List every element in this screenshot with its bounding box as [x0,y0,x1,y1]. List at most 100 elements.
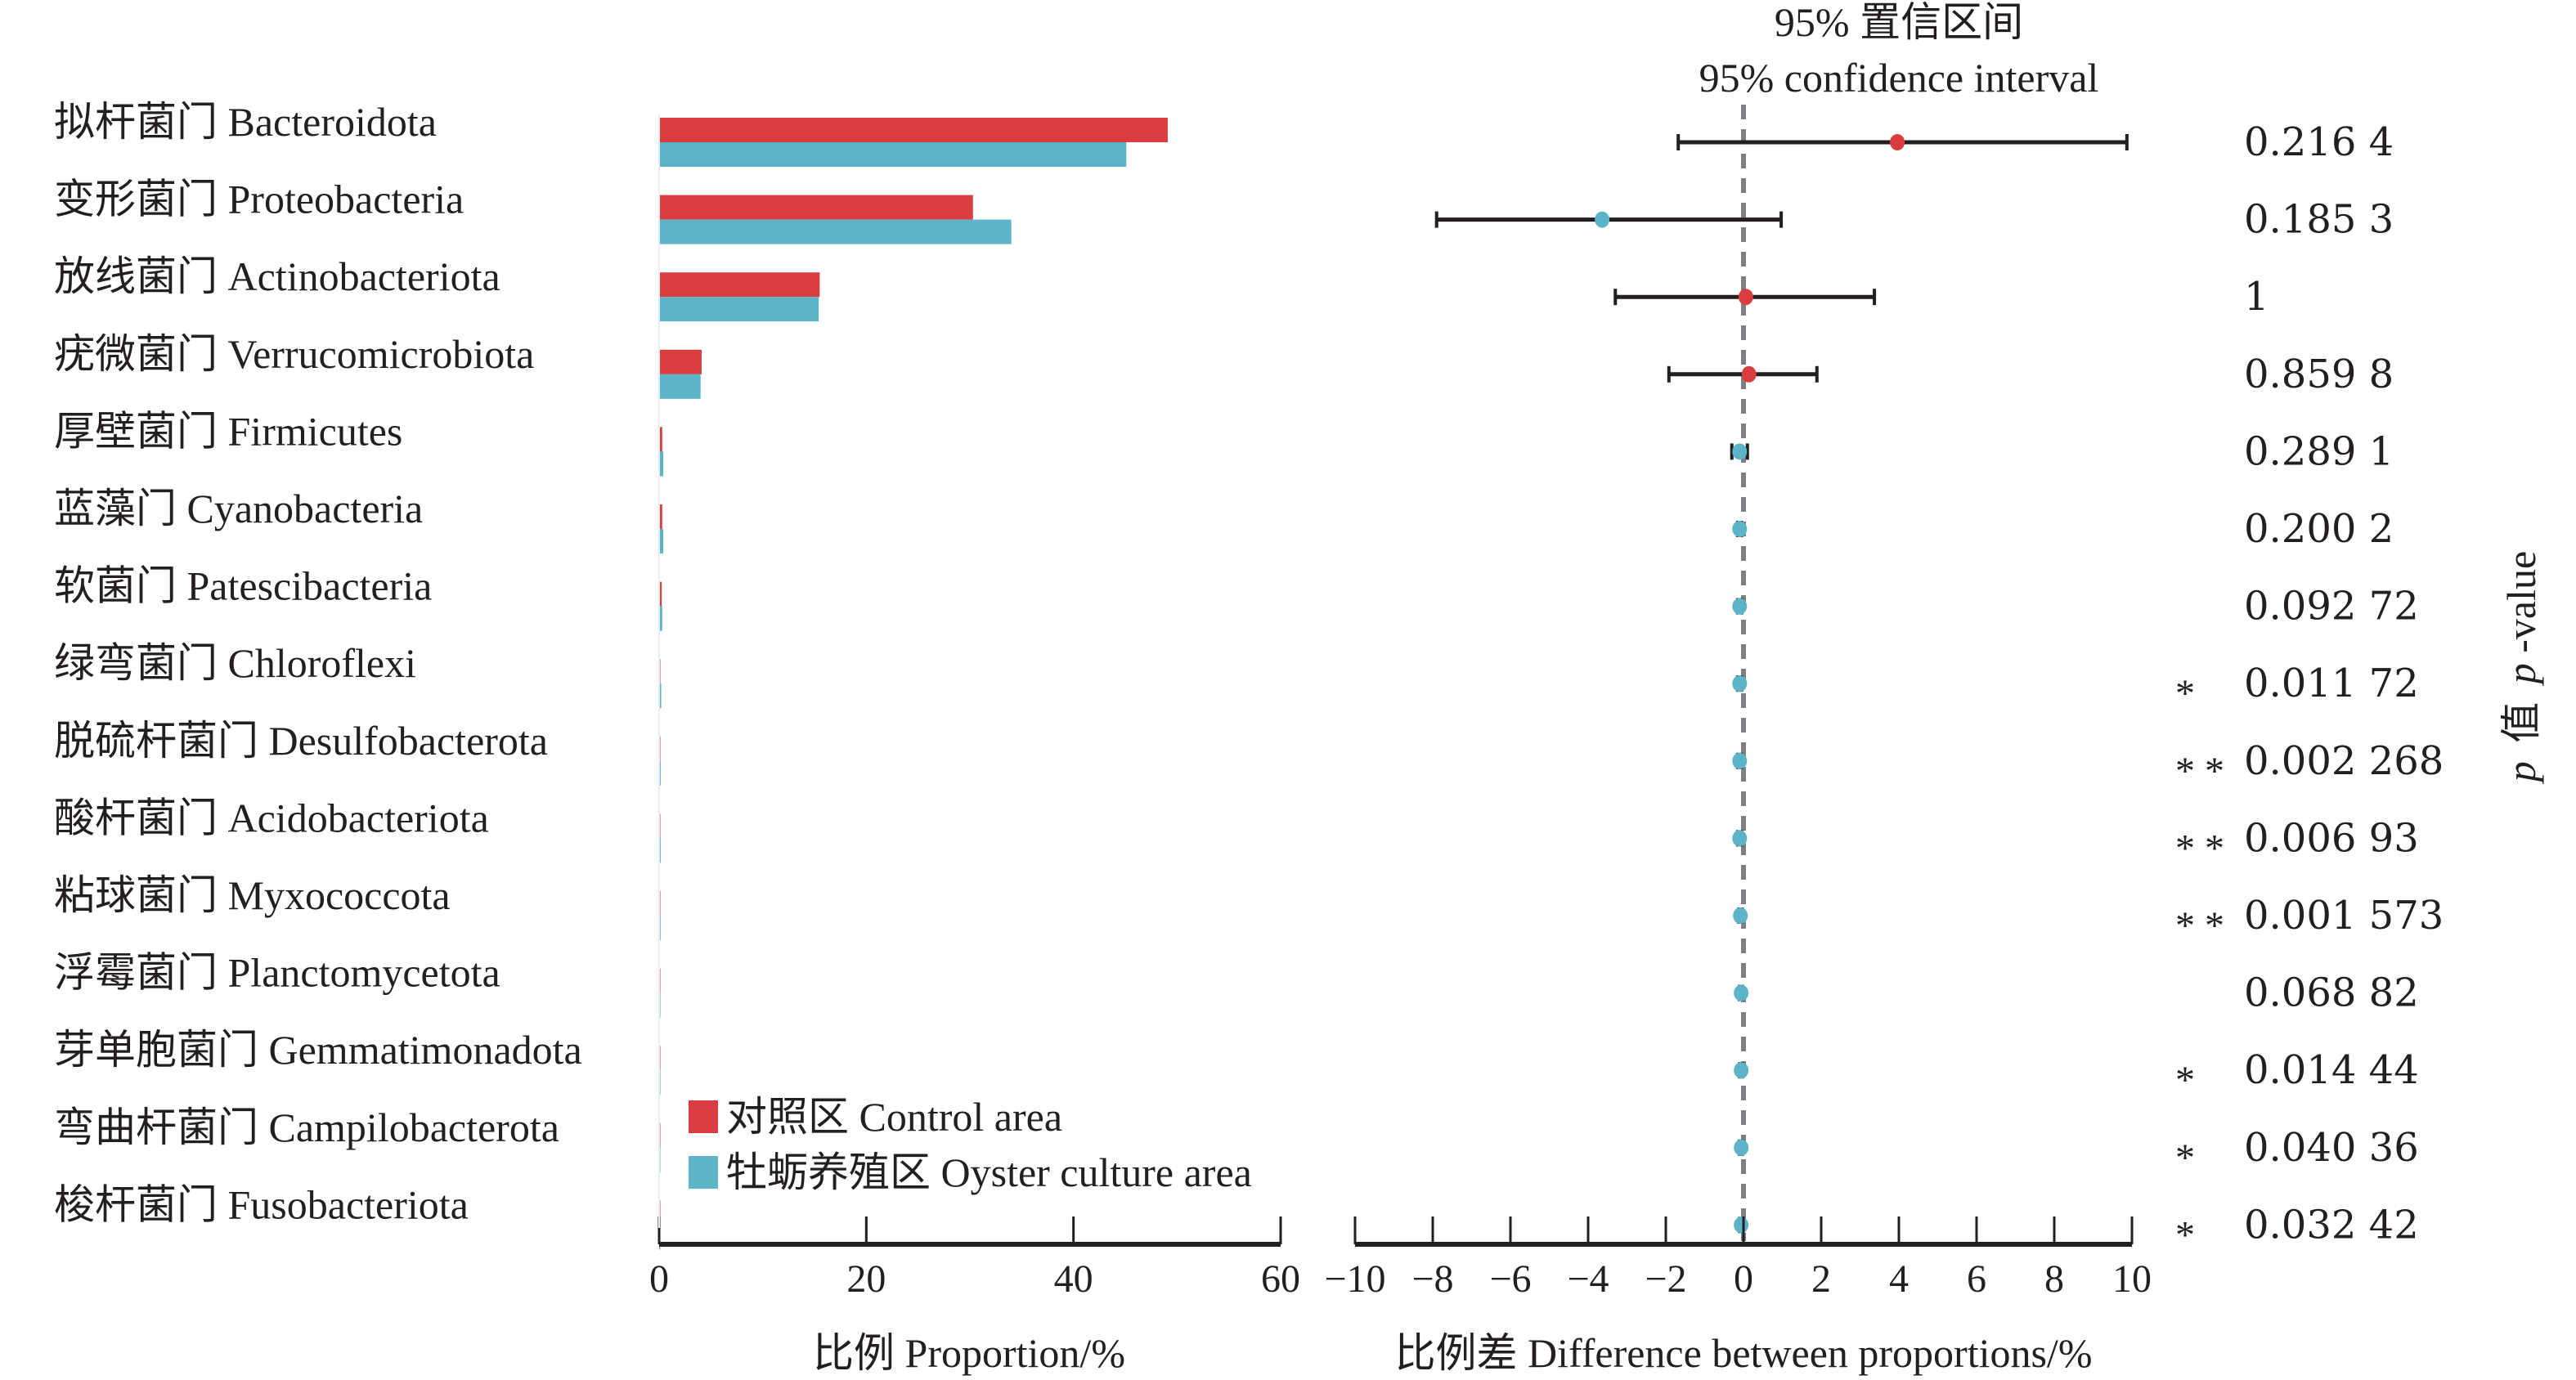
proportion-tick-label: 60 [1261,1257,1300,1301]
diff-point [1734,984,1749,1001]
p-value: 0.092 72 [2244,584,2419,630]
difference-tick-label: −10 [1324,1257,1385,1301]
diff-point [1890,134,1905,150]
proportion-bars [659,118,1168,1250]
p-value: 0.011 72 [2244,661,2419,706]
bar-oyster [659,606,662,631]
significance-marker: * [2175,672,2195,715]
category-label: 蓝藻门 Cyanobacteria [54,486,423,531]
diff-point [1732,443,1748,460]
category-labels: 拟杆菌门 Bacteroidota 变形菌门 Proteobacteria 放线菌门… [54,99,582,1227]
category-label: 绿弯菌门 Chloroflexi [54,640,416,686]
legend-swatch-oyster [689,1156,718,1189]
diff-point [1732,521,1748,537]
difference-axis: −10 −8 −6 −4 −2 0 2 4 6 8 10 [1324,1216,2152,1301]
difference-tick-label: 8 [2044,1257,2064,1301]
proportion-axis: 0 20 40 60 [649,114,1300,1301]
confidence-intervals [1434,134,2129,1234]
difference-tick-label: 6 [1967,1257,1986,1301]
diff-point [1732,752,1748,769]
p-value: 1 [2244,274,2269,320]
bar-control [659,195,973,220]
diff-point [1733,907,1748,924]
p-value: 0.200 2 [2244,506,2394,552]
significance-marker: * * [2175,750,2224,793]
category-label: 脱硫杆菌门 Desulfobacterota [54,718,548,764]
difference-axis-title: 比例差 Difference between proportions/% [1395,1330,2093,1376]
bar-oyster [659,142,1127,167]
legend: 对照区 Control area 牡蛎养殖区 Oyster culture ar… [689,1094,1252,1195]
p-value: 0.006 93 [2244,815,2419,861]
ci-title-en: 95% confidence interval [1699,55,2099,101]
proportion-tick-label: 40 [1054,1257,1093,1301]
diff-point [1734,1062,1749,1079]
bar-control [659,504,662,529]
bar-oyster [659,297,819,322]
bar-control [659,118,1168,142]
p-title-en: -value [2498,551,2544,653]
category-label: 拟杆菌门 Bacteroidota [54,99,437,145]
significance-marker: * [2175,1059,2195,1102]
diff-point [1732,598,1748,615]
diff-point [1734,1139,1749,1156]
diff-point [1738,289,1753,306]
p-value: 0.032 42 [2244,1202,2419,1248]
p-value-axis-title: p 值 p -value [2498,551,2544,784]
difference-tick-label: 0 [1734,1257,1753,1301]
category-label: 酸杆菌门 Acidobacteriota [54,795,489,840]
legend-label-control: 对照区 Control area [726,1094,1062,1140]
category-label: 软菌门 Patescibacteria [54,563,432,609]
proportion-tick-label: 20 [846,1257,886,1301]
p-value: 0.014 44 [2244,1047,2419,1093]
p-value: 0.185 3 [2244,197,2394,243]
proportion-axis-title: 比例 Proportion/% [813,1330,1125,1376]
category-label: 梭杆菌门 Fusobacteriota [54,1181,469,1227]
svg-text:p 值 p -value: p 值 p -value [2498,551,2544,784]
p-value: 0.289 1 [2244,428,2394,474]
bar-control [659,349,702,374]
p-title-cn: 值 [2498,702,2544,743]
difference-tick-label: −2 [1645,1257,1686,1301]
difference-tick-label: 10 [2112,1257,2152,1301]
category-label: 粘球菌门 Myxococcota [54,872,451,918]
difference-tick-label: −4 [1567,1257,1609,1301]
diff-point [1741,365,1757,383]
p-title-p2: p [2498,663,2544,686]
difference-tick-label: −8 [1411,1257,1453,1301]
legend-label-oyster: 牡蛎养殖区 Oyster culture area [726,1149,1252,1195]
bar-oyster [659,683,662,709]
bar-oyster [659,374,701,399]
bar-oyster [659,529,664,553]
bar-control [659,427,662,452]
p-value: 0.068 82 [2244,970,2419,1016]
diff-point [1595,211,1610,228]
difference-tick-label: 2 [1811,1257,1831,1301]
significance-marker: * * [2175,827,2224,870]
legend-swatch-control [689,1100,718,1133]
diff-point [1734,1216,1749,1234]
diff-point [1732,830,1748,847]
ci-title-cn: 95% 置信区间 [1775,0,2023,45]
proportion-tick-label: 0 [649,1257,669,1301]
difference-tick-label: −6 [1489,1257,1531,1301]
significance-marker: * [2175,1213,2195,1257]
category-label: 放线菌门 Actinobacteriota [54,253,500,299]
category-label: 浮霉菌门 Planctomycetota [54,950,500,996]
category-label: 变形菌门 Proteobacteria [54,177,464,222]
bar-control [659,581,662,607]
p-value: 0.216 4 [2244,119,2394,165]
p-value: 0.001 573 [2244,893,2444,939]
p-value: 0.859 8 [2244,352,2394,397]
difference-tick-label: 4 [1889,1257,1909,1301]
significance-marker: * * [2175,904,2224,948]
category-label: 弯曲杆菌门 Campilobacterota [54,1104,559,1150]
p-value: 0.040 36 [2244,1125,2419,1171]
category-label: 疣微菌门 Verrucomicrobiota [54,331,534,377]
p-value: 0.002 268 [2244,738,2444,784]
p-title-p: p [2498,761,2544,784]
p-value-column: 0.216 4 0.185 3 1 0.859 8 0.289 1 0.200 2 0.09… [2175,119,2444,1257]
bar-oyster [659,219,1012,244]
category-label: 厚壁菌门 Firmicutes [54,408,402,454]
diff-point [1732,675,1748,692]
